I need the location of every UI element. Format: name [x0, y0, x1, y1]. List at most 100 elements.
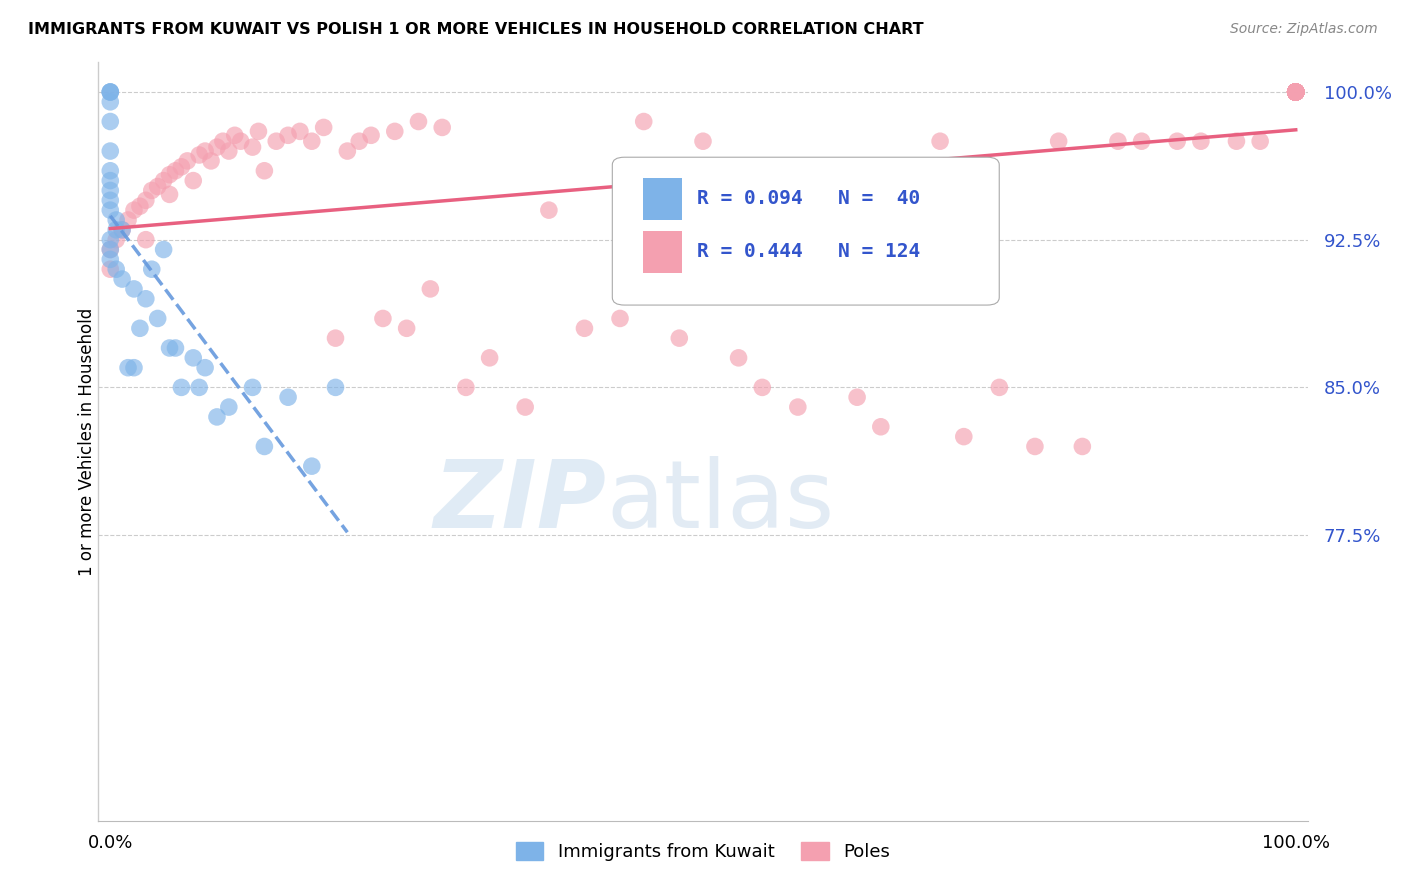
Point [1285, 85, 1308, 99]
Point [1285, 85, 1308, 99]
Point [247, 124, 270, 138]
Point [432, 120, 454, 135]
Point [1285, 85, 1308, 99]
Point [98, 85, 121, 99]
Point [478, 351, 501, 365]
Text: IMMIGRANTS FROM KUWAIT VS POLISH 1 OR MORE VEHICLES IN HOUSEHOLD CORRELATION CHA: IMMIGRANTS FROM KUWAIT VS POLISH 1 OR MO… [28, 22, 924, 37]
Point [692, 134, 714, 148]
Point [141, 262, 163, 277]
Point [1285, 85, 1308, 99]
Point [1047, 134, 1070, 148]
Point [929, 134, 952, 148]
Point [253, 163, 276, 178]
Point [1285, 85, 1308, 99]
Point [574, 321, 596, 335]
Point [1285, 85, 1308, 99]
Point [170, 160, 193, 174]
Point [384, 124, 406, 138]
Point [205, 409, 228, 424]
Point [1285, 85, 1308, 99]
Point [194, 144, 217, 158]
Point [1285, 85, 1308, 99]
Point [181, 173, 204, 187]
Point [325, 331, 347, 345]
Point [165, 163, 187, 178]
Point [1285, 85, 1308, 99]
Point [98, 203, 121, 218]
Point [277, 128, 299, 143]
Point [1285, 85, 1308, 99]
Point [301, 459, 323, 474]
Point [786, 400, 808, 414]
Point [347, 134, 370, 148]
Point [1285, 85, 1308, 99]
Point [170, 380, 193, 394]
Point [1166, 134, 1188, 148]
Point [1285, 85, 1308, 99]
Point [105, 223, 128, 237]
Point [159, 341, 181, 355]
Point [105, 233, 128, 247]
Text: atlas: atlas [606, 456, 835, 549]
Point [98, 114, 121, 128]
Point [98, 163, 121, 178]
Point [141, 184, 163, 198]
Point [218, 400, 240, 414]
Point [1285, 85, 1308, 99]
Point [1285, 85, 1308, 99]
Point [98, 85, 121, 99]
Point [1285, 85, 1308, 99]
Point [1285, 85, 1308, 99]
Point [360, 128, 382, 143]
Point [988, 380, 1011, 394]
Y-axis label: 1 or more Vehicles in Household: 1 or more Vehicles in Household [79, 308, 96, 575]
Legend: Immigrants from Kuwait, Poles: Immigrants from Kuwait, Poles [509, 835, 897, 869]
Point [135, 233, 157, 247]
Point [1285, 85, 1308, 99]
Point [371, 311, 394, 326]
Point [111, 272, 134, 286]
Point [264, 134, 287, 148]
Point [135, 292, 157, 306]
Point [1285, 85, 1308, 99]
Point [1285, 85, 1308, 99]
Point [1285, 85, 1308, 99]
Point [1285, 85, 1308, 99]
Point [893, 282, 915, 296]
Point [242, 140, 264, 154]
Point [224, 128, 246, 143]
Point [1285, 85, 1308, 99]
Point [159, 187, 181, 202]
Point [111, 223, 134, 237]
Point [1189, 134, 1212, 148]
Point [952, 429, 974, 443]
Point [1285, 85, 1308, 99]
Point [810, 243, 832, 257]
Point [1071, 440, 1094, 454]
Point [122, 203, 145, 218]
Point [253, 440, 276, 454]
Point [117, 360, 139, 375]
Point [325, 380, 347, 394]
Point [419, 282, 441, 296]
Point [609, 311, 631, 326]
Point [98, 173, 121, 187]
Point [117, 213, 139, 227]
Point [1285, 85, 1308, 99]
Point [242, 380, 264, 394]
Point [98, 243, 121, 257]
Point [1285, 85, 1308, 99]
Point [159, 168, 181, 182]
Point [1285, 85, 1308, 99]
Point [1024, 440, 1046, 454]
Point [751, 380, 773, 394]
Point [1285, 85, 1308, 99]
Text: ZIP: ZIP [433, 456, 606, 549]
Point [633, 114, 655, 128]
Point [205, 140, 228, 154]
Point [1285, 85, 1308, 99]
Point [122, 360, 145, 375]
Point [176, 153, 198, 168]
Text: R = 0.444   N = 124: R = 0.444 N = 124 [697, 243, 920, 261]
Point [194, 360, 217, 375]
